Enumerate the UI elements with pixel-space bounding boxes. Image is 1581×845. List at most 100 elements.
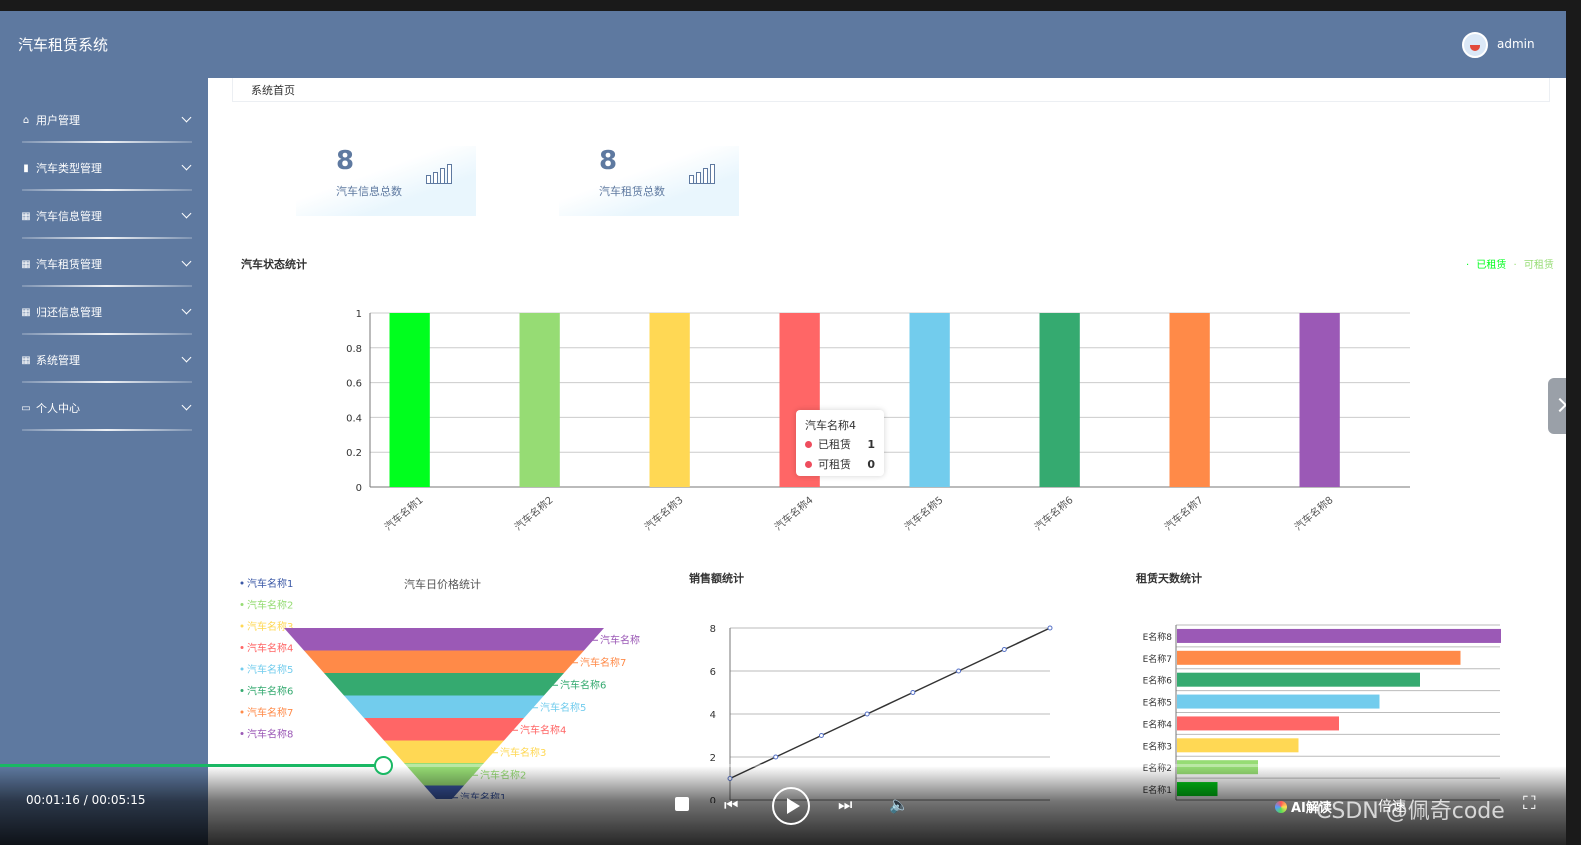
sidebar-divider	[22, 333, 192, 335]
next-icon[interactable]: ⏭	[838, 795, 853, 814]
funnel-slice	[344, 695, 544, 718]
fullscreen-icon[interactable]: ⛶	[1523, 793, 1536, 814]
sidebar-item[interactable]: ▭ 个人中心	[20, 394, 192, 422]
stat-value: 8	[336, 146, 355, 176]
bar	[1177, 738, 1299, 753]
tooltip-title: 汽车名称4	[805, 419, 856, 432]
sidebar-divider	[22, 285, 192, 287]
bar	[1177, 650, 1461, 665]
bar-chart-icon	[689, 162, 715, 184]
avatar[interactable]	[1462, 32, 1488, 58]
side-expand-button[interactable]	[1548, 378, 1566, 434]
data-point	[864, 711, 870, 717]
progress-knob[interactable]	[374, 756, 393, 775]
play-button[interactable]	[772, 787, 810, 825]
legend-item-rented[interactable]: · 已租赁	[1466, 260, 1507, 271]
legend-item: 汽车名称6	[247, 685, 293, 698]
sidebar-item[interactable]: ▦ 汽车租赁管理	[20, 250, 192, 278]
app-window: 汽车租赁系统 admin ⌂ 用户管理 ▮ 汽车类型管理 ▦ 汽车信息管理 ▦ 汽车租赁管理 ▦…	[0, 11, 1566, 845]
sidebar: ⌂ 用户管理 ▮ 汽车类型管理 ▦ 汽车信息管理 ▦ 汽车租赁管理 ▦ 归还信息管理 ▦ 系统管理 ▭ 个…	[0, 78, 208, 845]
x-tick-label: 汽车名称5	[902, 493, 946, 533]
card-icon: ▭	[21, 402, 31, 414]
x-tick-label: 汽车名称4	[772, 493, 816, 533]
x-tick-label: 汽车名称8	[1292, 493, 1336, 533]
bar	[649, 313, 690, 487]
progress-track[interactable]	[0, 764, 1566, 767]
breadcrumb: 系统首页	[232, 78, 1550, 102]
legend-item: 汽车名称5	[247, 663, 293, 676]
legend-item: 汽车名称3	[247, 620, 293, 633]
sidebar-item-label: 系统管理	[36, 354, 80, 367]
sidebar-item-label: 汽车类型管理	[36, 162, 102, 175]
legend-marker	[240, 689, 244, 692]
series-line	[729, 627, 1051, 780]
data-point	[1001, 647, 1007, 652]
funnel-slice	[384, 740, 504, 763]
sidebar-item-label: 用户管理	[36, 114, 80, 127]
sidebar-divider	[22, 141, 192, 143]
data-point	[956, 668, 962, 674]
sidebar-item[interactable]: ⌂ 用户管理	[20, 106, 192, 134]
sidebar-item[interactable]: ▦ 汽车信息管理	[20, 202, 192, 230]
funnel-slice	[304, 650, 584, 673]
legend-marker	[240, 624, 244, 628]
bar	[1177, 694, 1380, 709]
sidebar-divider	[22, 237, 192, 239]
legend-marker	[240, 667, 244, 671]
y-tick-label: 2	[710, 753, 716, 764]
y-tick-label: 4	[710, 710, 716, 721]
home-icon: ⌂	[22, 114, 30, 126]
data-point	[773, 754, 779, 760]
tooltip-row: 可租赁 0	[805, 456, 879, 472]
sidebar-item-label: 汽车租赁管理	[36, 258, 102, 271]
ai-icon	[1275, 801, 1287, 813]
previous-icon[interactable]: ⏮	[724, 795, 739, 814]
bar	[909, 313, 950, 487]
x-tick-label: 汽车名称3	[642, 493, 686, 533]
legend-marker	[240, 581, 244, 585]
play-time: 00:01:16 / 00:05:15	[26, 793, 146, 807]
bar-chart-icon: ▮	[23, 162, 29, 174]
data-point	[1047, 625, 1053, 631]
legend-item-available[interactable]: · 可租赁	[1513, 260, 1554, 271]
bar-chart-icon	[426, 162, 452, 184]
volume-icon[interactable]: 🔈	[889, 795, 909, 814]
stat-label: 汽车租赁总数	[599, 185, 665, 198]
y-tick-label: E名称7	[1143, 653, 1172, 665]
bar	[1177, 672, 1420, 687]
sidebar-item[interactable]: ▮ 汽车类型管理	[20, 154, 192, 182]
chart-tooltip: 汽车名称4 已租赁 1 可租赁 0	[796, 410, 884, 476]
legend-marker	[240, 603, 244, 606]
slice-label: 汽车名称	[600, 633, 640, 646]
data-point	[910, 690, 916, 695]
stop-icon[interactable]	[675, 797, 689, 811]
price-funnel-chart: 汽车日价格统计 汽车名称1 汽车名称2 汽车名称3 汽车名称4 汽车名称5 汽车名称6 汽车名…	[240, 577, 640, 799]
chevron-down-icon	[181, 400, 192, 411]
user-name[interactable]: admin	[1497, 37, 1535, 51]
breadcrumb-home[interactable]: 系统首页	[251, 84, 295, 97]
y-tick-label: 0.8	[346, 344, 362, 355]
speed-button[interactable]: 倍速	[1378, 799, 1406, 815]
grid-icon: ▦	[21, 354, 31, 366]
stat-value: 8	[599, 146, 618, 176]
chevron-down-icon	[181, 112, 192, 123]
chart-title-sales: 销售额统计	[689, 572, 744, 585]
sidebar-item[interactable]: ▦ 归还信息管理	[20, 298, 192, 326]
stat-card-car-info: 8 汽车信息总数	[296, 146, 476, 216]
progress-fill	[0, 764, 376, 767]
bar	[519, 313, 560, 487]
y-tick-label: 0.2	[346, 448, 362, 459]
legend-marker	[240, 646, 244, 649]
sidebar-divider	[22, 189, 192, 191]
legend-item: 汽车名称1	[247, 577, 293, 590]
chart-legend: · 已租赁 · 可租赁	[1462, 256, 1554, 271]
legend-item: 汽车名称4	[247, 642, 293, 655]
bar	[389, 313, 430, 487]
sidebar-item[interactable]: ▦ 系统管理	[20, 346, 192, 374]
sidebar-divider	[22, 429, 192, 431]
chart-title: 汽车日价格统计	[404, 577, 481, 591]
ai-interpret-button[interactable]: AI解读	[1275, 797, 1332, 816]
grid-icon: ▦	[21, 306, 31, 318]
chevron-down-icon	[181, 160, 192, 171]
funnel-slice	[324, 673, 564, 696]
